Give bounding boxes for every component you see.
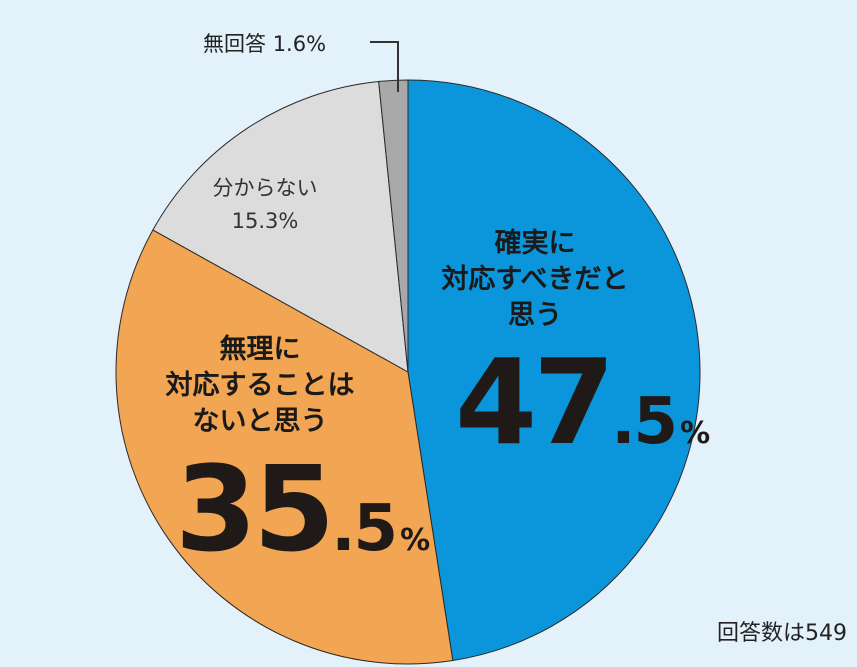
slice-label-no-answer: 無回答 1.6% <box>203 28 326 58</box>
slice-label-certain: 確実に 対応すべきだと 思う <box>420 226 650 334</box>
slice-label-line: ないと思う <box>192 406 328 437</box>
slice-value: 1.6% <box>272 32 327 56</box>
slice-label-line: 分からない <box>212 176 318 200</box>
slice-value-certain: 47.5% <box>455 343 710 461</box>
slice-label-line: 対応することは <box>165 370 355 401</box>
value-integer: 35 <box>175 440 335 578</box>
value-decimal: .5 <box>331 492 398 566</box>
value-decimal: .5 <box>611 385 678 459</box>
percent-sign: % <box>680 416 711 451</box>
pie-slice-3 <box>378 79 409 373</box>
slice-label-line: 対応すべきだと <box>441 264 629 295</box>
pie-slice-0 <box>407 79 701 662</box>
response-count: 回答数は549 <box>717 621 847 646</box>
slice-label-unknown: 分からない 15.3% <box>190 172 340 238</box>
slice-value: 15.3% <box>231 209 299 233</box>
slice-label: 無回答 <box>203 32 266 56</box>
slice-label-not-necessary: 無理に 対応することは ないと思う <box>145 332 375 440</box>
pie-slices <box>115 79 701 665</box>
slice-label-line: 確実に <box>494 228 576 259</box>
value-integer: 47 <box>455 333 615 471</box>
percent-sign: % <box>400 523 431 558</box>
slice-label-line: 無理に <box>219 334 301 365</box>
slice-value-not-necessary: 35.5% <box>175 450 430 568</box>
pie-slice-2 <box>152 80 409 373</box>
pie-slice-1 <box>115 229 454 665</box>
slice-label-line: 思う <box>508 300 562 331</box>
no-answer-leader-line <box>370 41 399 92</box>
